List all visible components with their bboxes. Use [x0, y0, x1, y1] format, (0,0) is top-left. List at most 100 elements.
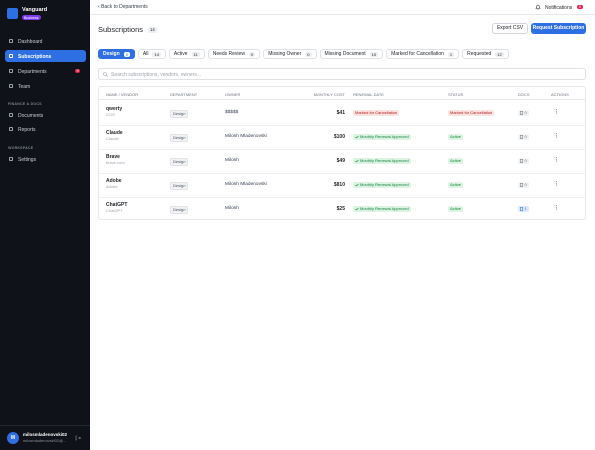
renewal-text: Marked for Cancellation	[355, 110, 398, 116]
docs-count: 1	[524, 206, 527, 212]
tab-label[interactable]: Needs Review	[212, 51, 245, 57]
nav-badge: 9	[75, 68, 81, 74]
renewal-text: Monthly Renewal Approved	[360, 134, 409, 140]
search-box[interactable]: Search subscriptions, vendors, owners...	[98, 68, 586, 80]
tab-label[interactable]: Design	[103, 51, 120, 57]
nav-icon	[9, 127, 13, 131]
tab-count: 14	[152, 51, 161, 57]
tab[interactable]: Missing Owner 0	[263, 49, 317, 59]
actions-menu[interactable]	[556, 132, 558, 134]
tab-count: 0	[248, 51, 256, 57]
topbar	[90, 0, 595, 15]
nav-icon	[9, 84, 13, 88]
sub-vendor: Claude	[106, 136, 119, 141]
actions-menu[interactable]	[556, 180, 558, 182]
owner: Milosh Mladenovski	[225, 182, 267, 187]
nav-icon	[9, 113, 13, 117]
tab[interactable]: Requested 12	[462, 49, 509, 59]
monthly-cost: $100	[333, 134, 345, 140]
plan-badge: Business	[22, 15, 41, 21]
search-placeholder: Search subscriptions, vendors, owners...	[111, 71, 202, 78]
nav-icon	[9, 69, 13, 73]
tab-count: 10	[369, 51, 379, 57]
department-tag: Design	[170, 157, 189, 166]
tab[interactable]: Active 11	[168, 49, 205, 59]
tab[interactable]: All 14	[137, 49, 166, 59]
tab[interactable]: Design 5	[98, 49, 135, 59]
renewal-badge: Monthly Renewal Approved	[353, 157, 411, 164]
tab[interactable]: Needs Review 0	[207, 49, 261, 59]
row-divider	[99, 125, 585, 126]
actions-menu[interactable]	[556, 156, 558, 158]
sub-vendor: brave.com	[106, 160, 125, 165]
status-badge: Active	[448, 181, 463, 188]
actions-menu[interactable]	[556, 204, 558, 206]
tab-label[interactable]: Active	[173, 51, 188, 57]
column-header: STATUS	[448, 92, 464, 97]
department-tag: Design	[170, 205, 189, 214]
nav-item[interactable]: Reports	[18, 126, 36, 133]
monthly-cost: $25	[336, 206, 345, 212]
row-divider	[99, 149, 585, 150]
monthly-cost: $810	[333, 182, 345, 188]
renewal-badge: Monthly Renewal Approved	[353, 181, 411, 188]
tab-count: 11	[191, 51, 200, 57]
department-tag: Design	[170, 109, 189, 118]
export-button[interactable]: Export CSV	[492, 23, 528, 34]
column-header: NAME / VENDOR	[106, 92, 139, 97]
tab-label[interactable]: Requested	[467, 51, 492, 57]
tab-count: 5	[123, 51, 130, 57]
section-title: WORKSPACE	[8, 146, 34, 150]
docs-count: 0	[524, 134, 527, 140]
nav-item[interactable]: Subscriptions	[18, 53, 52, 60]
owner: $$$$$	[225, 110, 239, 115]
renewal-text: Monthly Renewal Approved	[360, 206, 409, 212]
notifications[interactable]: Notifications	[545, 4, 573, 11]
tab-label[interactable]: Marked for Cancellation	[391, 51, 444, 57]
tab-label[interactable]: Missing Document	[324, 51, 366, 57]
back-text[interactable]: Back to Departments	[101, 4, 148, 10]
request-button[interactable]: Request Subscription	[531, 23, 586, 34]
department-tag: Design	[170, 133, 189, 142]
nav-item[interactable]: Departments	[18, 68, 47, 75]
actions-menu[interactable]	[556, 108, 558, 110]
table-card	[98, 86, 586, 220]
logout-icon[interactable]	[75, 435, 81, 441]
column-header: DEPARTMENT	[170, 92, 198, 97]
bell[interactable]	[535, 4, 541, 10]
docs-badge[interactable]: 0	[518, 133, 529, 140]
avatar: M	[7, 432, 19, 444]
renewal-badge: Marked for Cancellation	[353, 109, 400, 116]
docs-badge[interactable]: 1	[518, 205, 529, 212]
page-title: Subscriptions	[98, 25, 144, 34]
nav-item[interactable]: Documents	[18, 112, 44, 119]
tab-count: 0	[305, 51, 312, 57]
logo	[7, 8, 18, 19]
sub-name: qwerty	[106, 106, 123, 112]
status-badge: Marked for Cancellation	[448, 109, 495, 116]
nav-item[interactable]: Settings	[18, 156, 37, 163]
nav-item[interactable]: Dashboard	[18, 38, 43, 45]
docs-badge[interactable]: 0	[518, 157, 529, 164]
brand: Vanguard	[22, 7, 48, 13]
nav-icon	[9, 39, 13, 43]
sub-name: Brave	[106, 154, 120, 160]
docs-badge[interactable]: 0	[518, 109, 529, 116]
department-tag: Design	[170, 181, 189, 190]
tab-label[interactable]: All	[142, 51, 149, 57]
title-count: 14	[148, 26, 157, 33]
nav-item[interactable]: Team	[18, 83, 31, 90]
monthly-cost: $41	[336, 110, 345, 116]
tab-label[interactable]: Missing Owner	[268, 51, 302, 57]
back-link[interactable]: ‹ Back to Departments	[98, 4, 148, 10]
nav-icon	[9, 157, 13, 161]
sub-vendor: 2222	[106, 112, 115, 117]
docs-badge[interactable]: 0	[518, 181, 529, 188]
renewal-text: Monthly Renewal Approved	[360, 182, 409, 188]
tab[interactable]: Missing Document 10	[319, 49, 384, 59]
nav-icon	[9, 54, 13, 58]
tab-count: 12	[495, 51, 504, 57]
tab[interactable]: Marked for Cancellation 1	[386, 49, 460, 59]
sub-name: Claude	[106, 130, 123, 136]
